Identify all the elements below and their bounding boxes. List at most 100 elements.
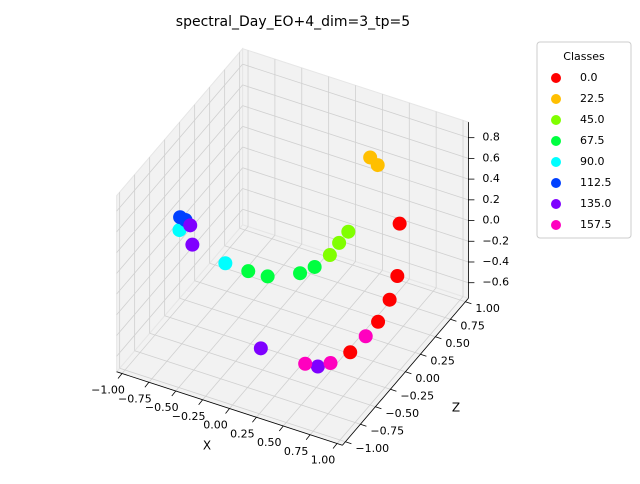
legend-label: 67.5 [580, 134, 605, 147]
grid-line [134, 350, 361, 425]
point [307, 259, 322, 274]
point [323, 356, 338, 371]
tick-mark [198, 399, 203, 405]
point [183, 218, 198, 233]
legend-title: Classes [563, 50, 605, 63]
z-tick-label: 0.75 [460, 319, 485, 332]
tick-mark [465, 301, 472, 305]
legend: Classes 0.0 22.5 45.0 67.5 90.0 112.5 135.0 157… [536, 41, 632, 239]
grid-line [224, 245, 451, 320]
x-axis-label: X [203, 439, 211, 453]
x-tick-label: 0.50 [257, 436, 282, 449]
x-tick-label: −1.00 [91, 384, 125, 397]
tick-mark [278, 425, 284, 432]
grid-line [242, 167, 469, 242]
point [322, 248, 337, 263]
tick-mark [171, 390, 177, 397]
tick-mark [345, 441, 352, 445]
y-tick-label: 0.2 [482, 193, 500, 206]
legend-marker [551, 157, 561, 167]
grid-line [239, 227, 466, 303]
legend-frame [536, 41, 632, 239]
tick-mark [332, 443, 338, 449]
point [358, 329, 373, 344]
grid-line [242, 125, 469, 201]
point [341, 224, 356, 239]
grid-line [116, 84, 243, 233]
point [172, 223, 187, 238]
grid-line [164, 315, 391, 390]
legend-label: 135.0 [580, 197, 612, 210]
x-tick-label: 1.00 [311, 454, 336, 467]
grid-line [116, 167, 243, 316]
grid-line [116, 208, 243, 357]
grid-line [116, 126, 243, 274]
chart-title: spectral_Day_EO+4_dim=3_tp=5 [176, 14, 410, 30]
z-tick-label: 1.00 [475, 302, 500, 315]
point [241, 264, 256, 279]
point [392, 216, 407, 231]
point [382, 292, 397, 307]
z-tick-label: −0.75 [370, 424, 404, 437]
legend-marker [551, 73, 561, 83]
tick-mark [225, 408, 230, 414]
legend-marker [551, 94, 561, 104]
tick-mark [305, 434, 311, 440]
z-tick-label: 0.00 [415, 372, 440, 385]
point [260, 269, 275, 284]
y-tick-label: 0.0 [482, 214, 500, 227]
z-tick-label: −0.25 [400, 389, 434, 402]
tick-mark [435, 336, 442, 340]
tick-mark [420, 353, 427, 357]
legend-label: 45.0 [580, 113, 605, 126]
x-tick-label: 0.25 [230, 427, 255, 440]
legend-marker [551, 199, 561, 209]
point [293, 266, 308, 281]
legend-marker [551, 178, 561, 188]
grid-line [242, 63, 469, 139]
legend-marker [551, 136, 561, 146]
x-tick-label: −0.25 [172, 410, 206, 423]
legend-marker [551, 220, 561, 230]
legend-label: 22.5 [580, 92, 605, 105]
x-tick-label: −0.75 [118, 392, 152, 405]
x-tick-label: 0.00 [203, 419, 228, 432]
y-tick-label: −0.6 [482, 276, 509, 289]
point [343, 345, 358, 360]
point [310, 359, 325, 374]
y-tick-label: −0.4 [482, 255, 509, 268]
legend-marker [551, 115, 561, 125]
legend-label: 90.0 [580, 155, 605, 168]
tick-mark [390, 388, 397, 392]
tick-mark [252, 417, 257, 423]
z-tick-label: −0.50 [385, 407, 419, 420]
grid-line [149, 332, 376, 408]
point [218, 256, 233, 271]
grid-line [242, 188, 469, 263]
point [371, 314, 386, 329]
y-tick-label: 0.6 [482, 151, 500, 164]
grid-line [242, 146, 469, 221]
tick-mark [405, 371, 412, 375]
grid-line [119, 367, 346, 443]
tick-mark [375, 406, 382, 410]
grid-line [116, 188, 243, 336]
legend-label: 0.0 [580, 71, 598, 84]
grid-line [194, 280, 421, 355]
z-axis-label: Z [452, 401, 460, 415]
tick-mark [360, 423, 367, 427]
grid-line [242, 84, 469, 159]
legend-label: 157.5 [580, 218, 612, 231]
grid-line [116, 105, 243, 253]
point [298, 356, 313, 371]
legend-label: 112.5 [580, 176, 612, 189]
x-tick-label: −0.50 [145, 401, 179, 414]
tick-mark [450, 318, 457, 322]
point [253, 341, 268, 356]
tick-mark [144, 382, 150, 388]
point [370, 158, 385, 173]
z-tick-label: 0.25 [430, 354, 455, 367]
y-tick-label: 0.8 [482, 131, 500, 144]
x-tick-label: 0.75 [284, 445, 309, 458]
